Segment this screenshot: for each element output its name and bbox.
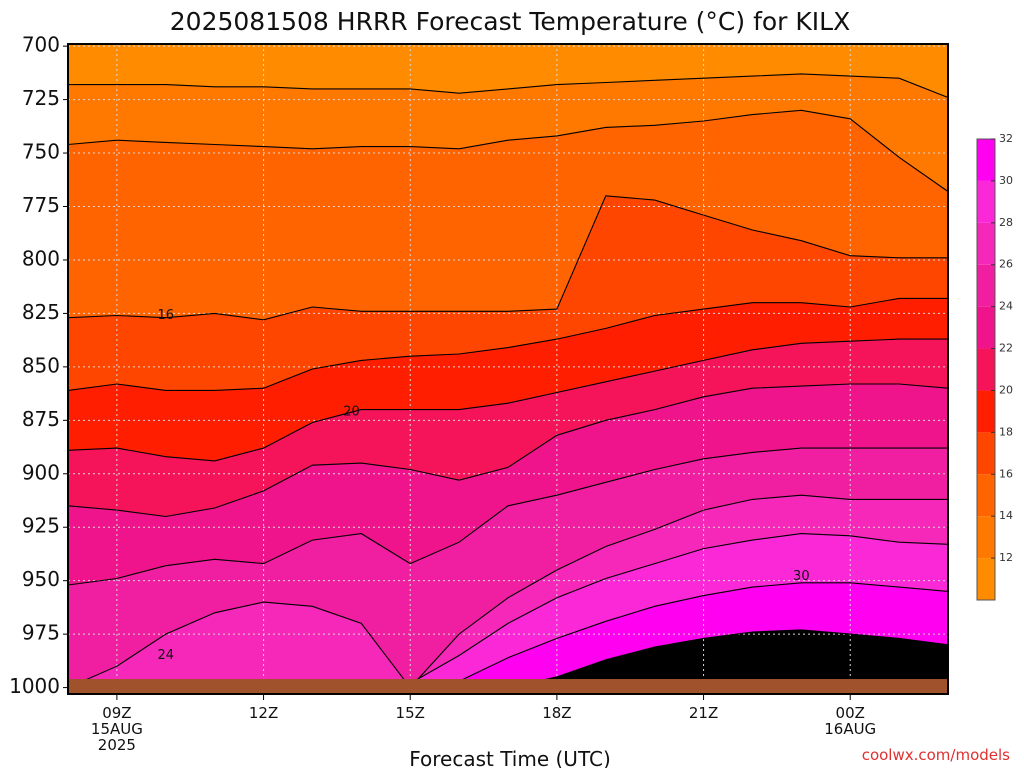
x-tick-label-21-0: 21Z: [689, 704, 718, 722]
y-tick-label-775: 775: [22, 193, 60, 217]
chart-title: 2025081508 HRRR Forecast Temperature (°C…: [170, 7, 850, 36]
isotherm-16: [67, 195, 948, 321]
y-tick-label-900: 900: [22, 460, 60, 484]
legend-swatch-24-26: [977, 264, 995, 307]
y-tick-label-975: 975: [22, 621, 60, 645]
legend-swatch-14-16: [977, 474, 995, 517]
legend-swatch-10-12: [977, 558, 995, 600]
y-tick-label-725: 725: [22, 86, 60, 110]
legend-swatch-16-18: [977, 432, 995, 475]
legend-label-22: 22: [999, 342, 1013, 355]
y-tick-label-800: 800: [22, 246, 60, 270]
y-tick-label-700: 700: [22, 33, 60, 57]
y-tick-label-950: 950: [22, 567, 60, 591]
plot-frame: [67, 43, 949, 695]
isotherm-18: [67, 297, 948, 391]
x-tick-label-9-0: 09Z: [102, 704, 131, 722]
legend-label-24: 24: [999, 300, 1013, 313]
y-tick-label-925: 925: [22, 514, 60, 538]
isotherm-20: [67, 338, 948, 462]
y-tick-label-875: 875: [22, 407, 60, 431]
contour-label-16: 16: [158, 308, 175, 323]
legend-swatch-28-30: [977, 180, 995, 223]
x-tick-label-9-2: 2025: [98, 736, 136, 754]
isotherm-22: [67, 383, 949, 518]
legend-label-18: 18: [999, 425, 1013, 438]
x-tick-label-24-1: 16AUG: [824, 720, 876, 738]
legend-swatch-30-32: [977, 139, 995, 181]
legend-label-32: 32: [999, 132, 1013, 145]
isotherm-14: [67, 109, 949, 192]
color-legend: 12 14 16 18 20 22 24 26 28 30 32: [976, 132, 1013, 601]
x-axis-label: Forecast Time (UTC): [409, 747, 611, 768]
x-tick-label-24-0: 00Z: [836, 704, 865, 722]
pressure-axis: 700 725 750 775 800 825 850 875 900 925 950 975 1000: [9, 33, 68, 698]
legend-label-12: 12: [999, 551, 1013, 564]
legend-swatch-18-20: [977, 390, 995, 433]
ground-band: [68, 679, 948, 694]
legend-swatch-20-22: [977, 348, 995, 391]
x-tick-label-18-0: 18Z: [542, 704, 571, 722]
legend-label-28: 28: [999, 216, 1013, 229]
contour-label-20: 20: [343, 404, 360, 419]
isotherm-24: [67, 447, 948, 586]
legend-swatch-12-14: [977, 516, 995, 559]
legend-label-30: 30: [999, 174, 1013, 187]
y-tick-label-1000: 1000: [9, 674, 60, 698]
legend-label-16: 16: [999, 467, 1013, 480]
y-tick-label-850: 850: [22, 353, 60, 377]
isotherm-12: [68, 73, 949, 99]
legend-frame: [976, 138, 996, 601]
contour-label-24: 24: [158, 648, 175, 663]
legend-label-20: 20: [999, 383, 1013, 396]
legend-swatch-26-28: [977, 222, 995, 265]
x-tick-label-15-0: 15Z: [396, 704, 425, 722]
y-tick-label-825: 825: [22, 300, 60, 324]
x-tick-label-12-0: 12Z: [249, 704, 278, 722]
legend-label-14: 14: [999, 509, 1013, 522]
band-undefined: [68, 629, 948, 694]
credit-text: coolwx.com/models: [862, 746, 1010, 764]
x-tick-label-9-1: 15AUG: [91, 720, 143, 738]
legend-swatch-22-24: [977, 306, 995, 349]
isotherm-26: [67, 494, 948, 689]
legend-label-26: 26: [999, 258, 1013, 271]
contour-label-30: 30: [793, 569, 810, 584]
plot-area: 16 20 24 30: [67, 43, 949, 695]
y-tick-label-750: 750: [22, 140, 60, 164]
